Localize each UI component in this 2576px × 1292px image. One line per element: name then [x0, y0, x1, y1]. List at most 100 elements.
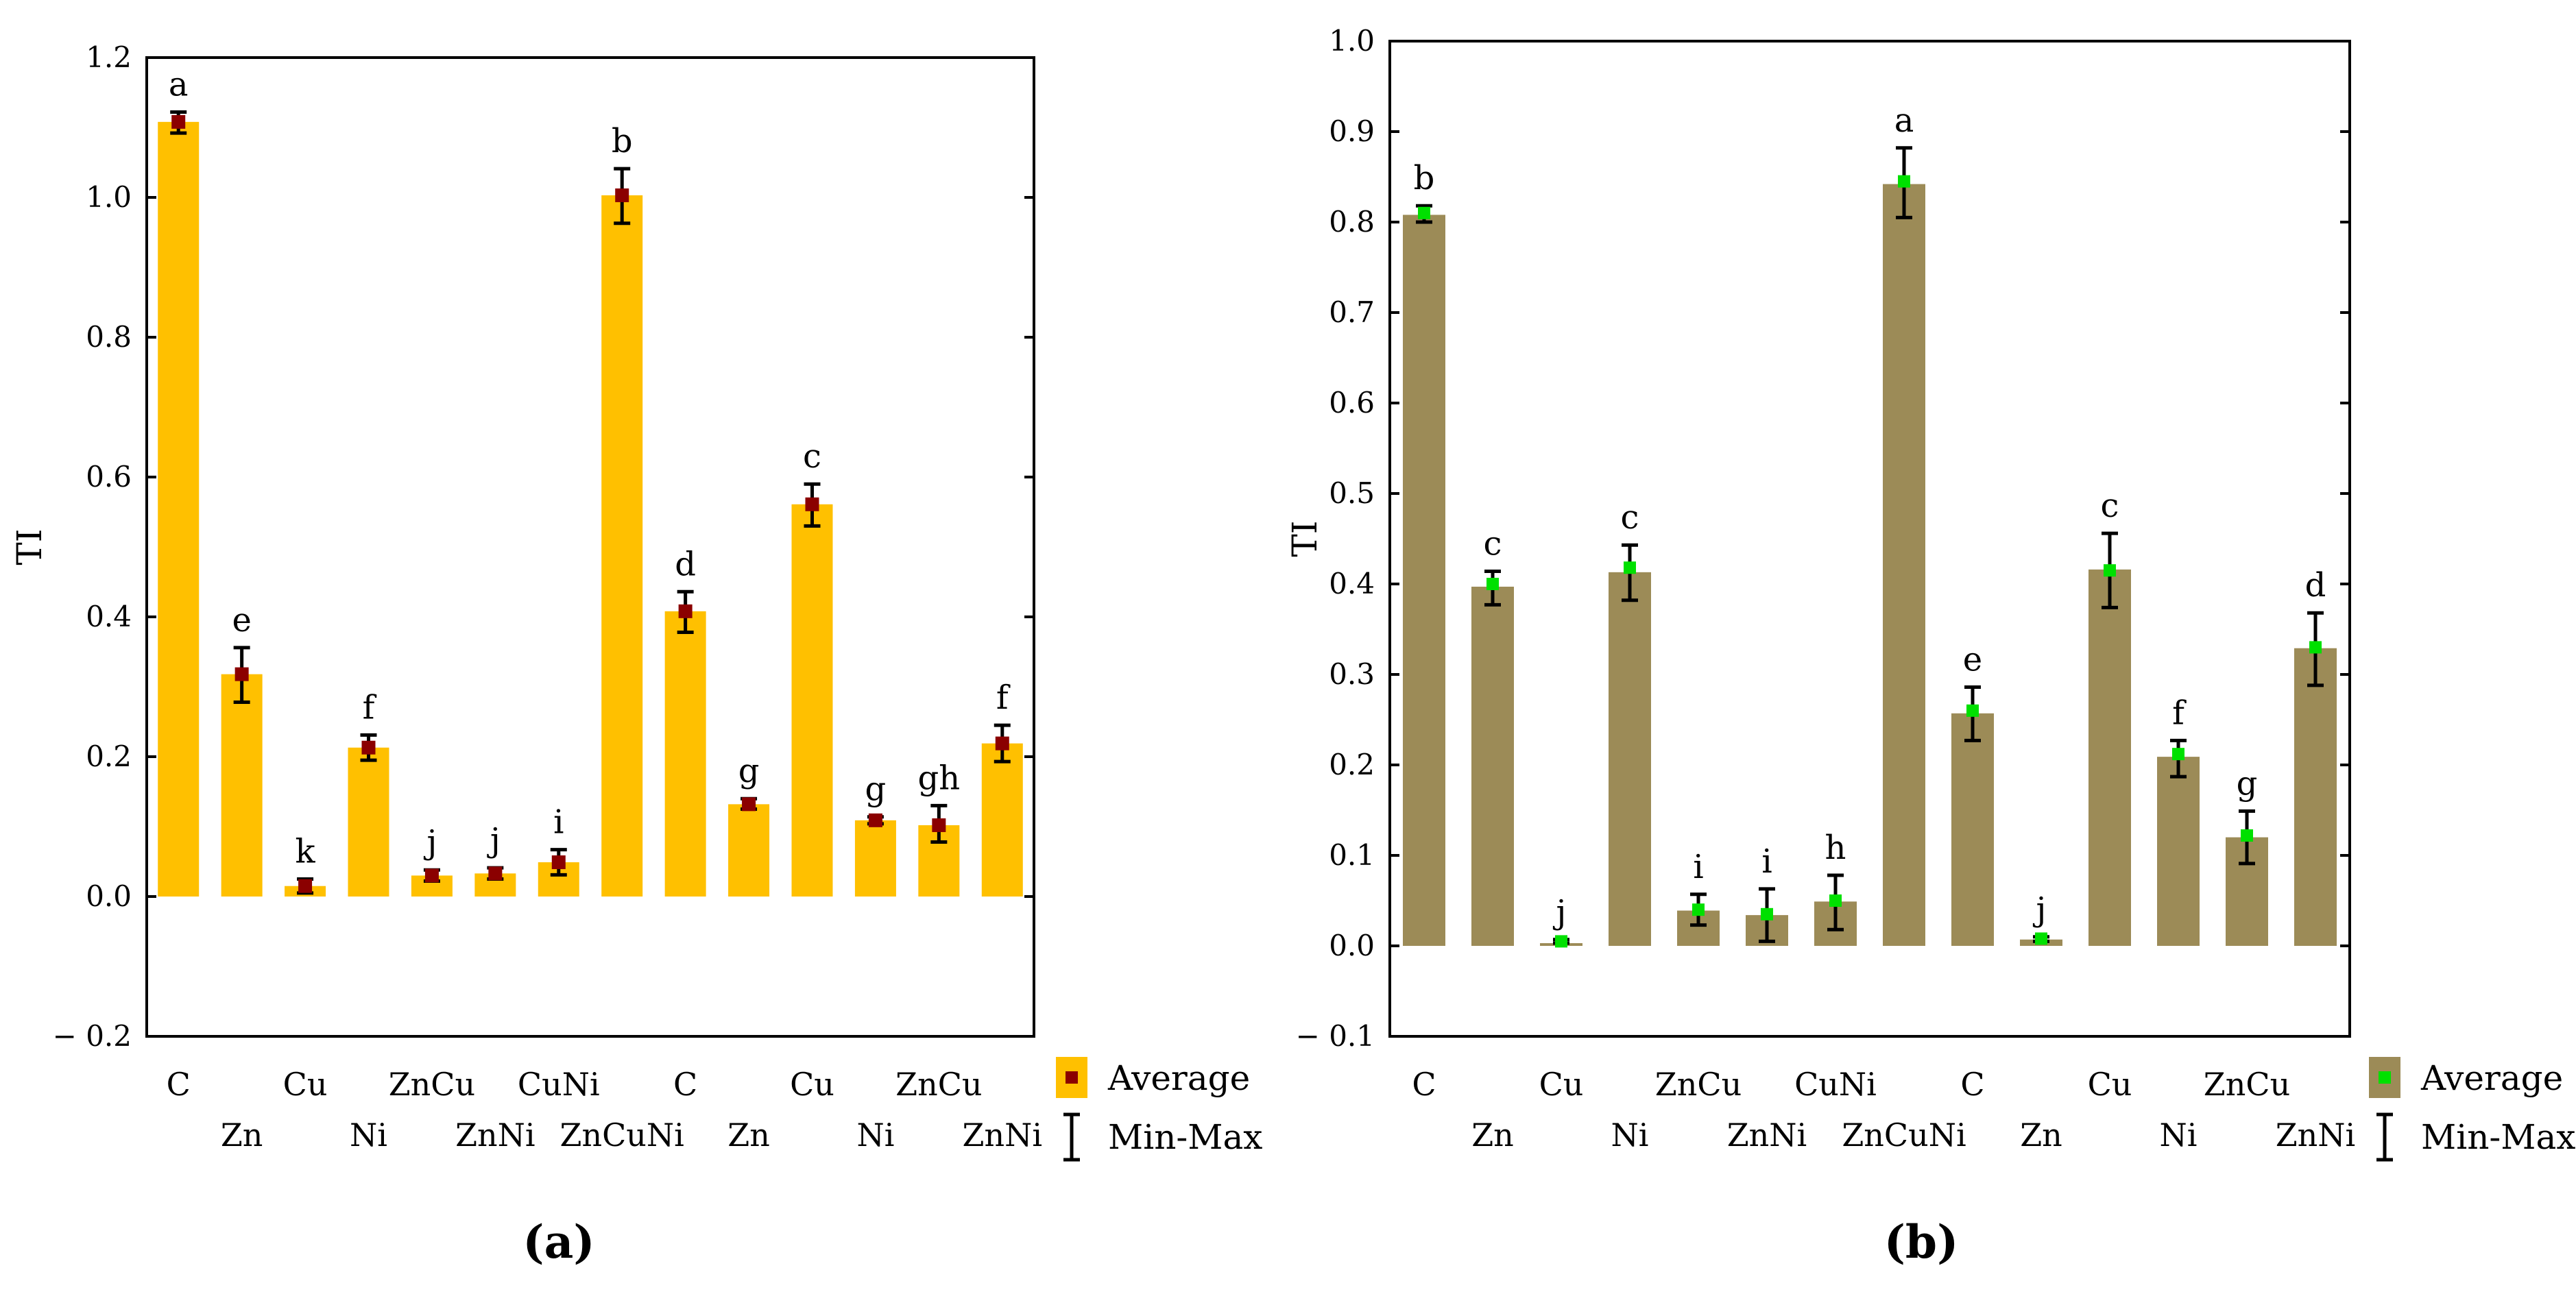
bar [2089, 569, 2131, 946]
significance-letter: e [232, 601, 251, 639]
bar [791, 504, 833, 897]
average-marker [742, 797, 756, 812]
significance-letter: c [803, 437, 821, 476]
category-label: Cu [1539, 1066, 1584, 1103]
y-axis-label: TI [10, 528, 49, 565]
significance-letter: c [1621, 498, 1639, 537]
significance-letter: g [865, 770, 887, 809]
category-label: Ni [856, 1117, 894, 1154]
average-marker [2241, 829, 2253, 842]
legend-range-label: Min-Max [1108, 1117, 1263, 1157]
significance-letter: h [1825, 829, 1846, 867]
category-label: Zn [727, 1117, 770, 1154]
average-marker [615, 188, 629, 202]
y-tick-label: − 0.2 [53, 1019, 132, 1053]
significance-letter: f [996, 679, 1011, 717]
average-marker [995, 736, 1009, 751]
significance-letter: j [423, 823, 437, 862]
category-label: ZnNi [1727, 1117, 1807, 1154]
significance-letter: i [553, 803, 564, 842]
average-marker [2172, 748, 2184, 761]
category-label: Cu [2088, 1066, 2132, 1103]
bar [2157, 757, 2200, 946]
bar [348, 747, 389, 897]
average-marker [1966, 704, 1979, 717]
category-label: C [1412, 1066, 1436, 1103]
chart-panel-b: − 0.1 0.0 0.1 0.2 0.3 0.4 0.5 0.6 0.7 0.8 0.9 1.0 b C… [1285, 24, 2576, 1162]
category-label: ZnCuNi [560, 1117, 684, 1154]
bar [1471, 586, 1514, 946]
panel-label-a: (a) [522, 1215, 594, 1269]
average-marker [1418, 206, 1430, 219]
legend-average-marker [1066, 1071, 1078, 1084]
category-label: Ni [1611, 1117, 1649, 1154]
significance-letter: f [2172, 694, 2187, 732]
y-tick-label: 0.3 [1329, 657, 1375, 691]
bar [601, 195, 643, 897]
average-marker [1898, 175, 1910, 188]
bar [1883, 184, 1925, 946]
category-label: C [1960, 1066, 1984, 1103]
category-label: CuNi [1794, 1066, 1877, 1103]
y-tick-label: − 0.1 [1296, 1019, 1375, 1053]
significance-letter: gh [918, 759, 961, 797]
significance-letter: j [2033, 890, 2047, 929]
category-label: Ni [350, 1117, 387, 1154]
category-label: ZnNi [963, 1117, 1043, 1154]
average-marker [1829, 894, 1842, 907]
significance-letter: i [1693, 848, 1703, 886]
average-marker [234, 667, 249, 681]
average-marker [2309, 641, 2322, 654]
average-marker [932, 818, 946, 832]
average-marker [805, 497, 819, 511]
average-marker [2035, 932, 2047, 945]
category-label: ZnCu [389, 1066, 475, 1103]
category-label: Zn [2020, 1117, 2062, 1154]
y-tick-label: 0.5 [1329, 476, 1375, 510]
y-tick-label: 0.9 [1329, 114, 1375, 148]
significance-letter: g [2237, 764, 2258, 803]
plot-frame [1388, 40, 2351, 1038]
y-tick-label: 0.2 [86, 740, 132, 773]
category-label: ZnNi [2276, 1117, 2356, 1154]
category-label: Zn [1471, 1117, 1514, 1154]
y-tick-label: 0.4 [86, 600, 132, 633]
significance-letter: d [675, 545, 696, 583]
y-axis-label: TI [1285, 520, 1325, 557]
average-marker [488, 866, 503, 881]
average-marker [1624, 561, 1636, 574]
significance-letter: d [2305, 566, 2326, 605]
chart-panel-a: − 0.2 0.0 0.2 0.4 0.6 0.8 1.0 1.2 a Ce Zn k Cu f Ni j Zn… [10, 40, 1263, 1162]
category-label: C [167, 1066, 191, 1103]
average-marker [171, 114, 186, 129]
category-label: ZnCu [895, 1066, 982, 1103]
category-label: ZnCu [1655, 1066, 1742, 1103]
y-tick-label: 0.6 [86, 460, 132, 493]
y-tick-label: 0.0 [86, 879, 132, 913]
bar [1609, 572, 1651, 946]
y-tick-label: 0.2 [1329, 748, 1375, 781]
average-marker [1692, 903, 1705, 916]
average-marker [1486, 578, 1499, 590]
significance-letter: g [738, 752, 760, 790]
average-marker [1761, 907, 1773, 921]
significance-letter: a [1894, 101, 1914, 140]
average-marker [1555, 935, 1567, 948]
y-tick-label: 0.1 [1329, 838, 1375, 872]
bar [981, 743, 1023, 897]
significance-letter: i [1761, 842, 1772, 881]
category-label: Zn [221, 1117, 263, 1154]
average-marker [424, 868, 439, 883]
category-label: Ni [2160, 1117, 2198, 1154]
significance-letter: c [2101, 487, 2119, 525]
y-tick-label: 1.0 [1329, 24, 1375, 58]
significance-letter: e [1963, 640, 1982, 679]
y-tick-label: 0.7 [1329, 295, 1375, 329]
average-marker [298, 879, 313, 893]
legend-average-marker [2379, 1071, 2391, 1084]
bar [158, 121, 200, 897]
average-marker [868, 813, 882, 827]
legend-range-label: Min-Max [2421, 1117, 2576, 1157]
